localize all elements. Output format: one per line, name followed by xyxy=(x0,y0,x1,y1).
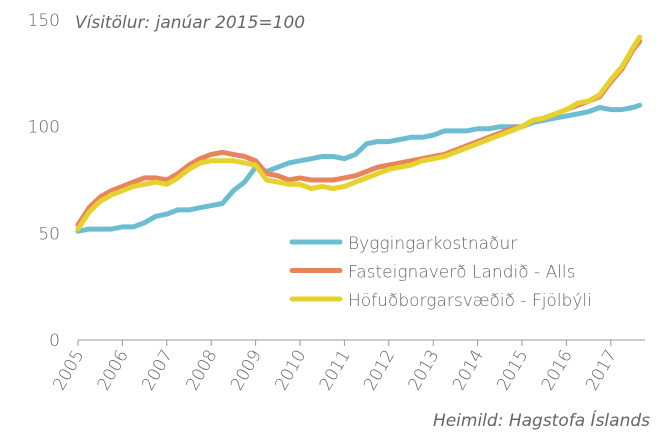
legend-label: Byggingarkostnaður xyxy=(348,234,517,254)
x-tick-label: 2017 xyxy=(582,347,621,394)
legend-label: Fasteignaverð Landið - Alls xyxy=(348,263,576,283)
subtitle: Vísitölur: janúar 2015=100 xyxy=(75,13,305,33)
x-tick-label: 2013 xyxy=(405,347,444,394)
series-line xyxy=(75,102,643,234)
series-line xyxy=(75,34,643,232)
x-tick-label: 2016 xyxy=(538,347,577,394)
x-tick-label: 2006 xyxy=(94,347,133,394)
x-tick-label: 2015 xyxy=(493,347,532,394)
x-tick-label: 2012 xyxy=(360,347,399,394)
legend-label: Höfuðborgarsvæðið - Fjölbýli xyxy=(348,291,592,311)
x-tick-label: 2005 xyxy=(49,347,88,394)
y-tick-label: 100 xyxy=(28,118,60,138)
y-tick-label: 150 xyxy=(28,11,60,31)
x-tick-label: 2010 xyxy=(271,347,310,394)
x-tick-label: 2014 xyxy=(449,347,488,394)
x-tick-label: 2008 xyxy=(183,347,222,394)
x-tick-label: 2009 xyxy=(227,347,266,394)
x-tick-label: 2007 xyxy=(138,347,177,394)
y-tick-label: 0 xyxy=(49,331,60,351)
x-tick-label: 2011 xyxy=(316,347,355,394)
y-tick-label: 50 xyxy=(38,224,60,244)
source: Heimild: Hagstofa Íslands xyxy=(433,409,650,431)
series-line xyxy=(75,38,643,228)
